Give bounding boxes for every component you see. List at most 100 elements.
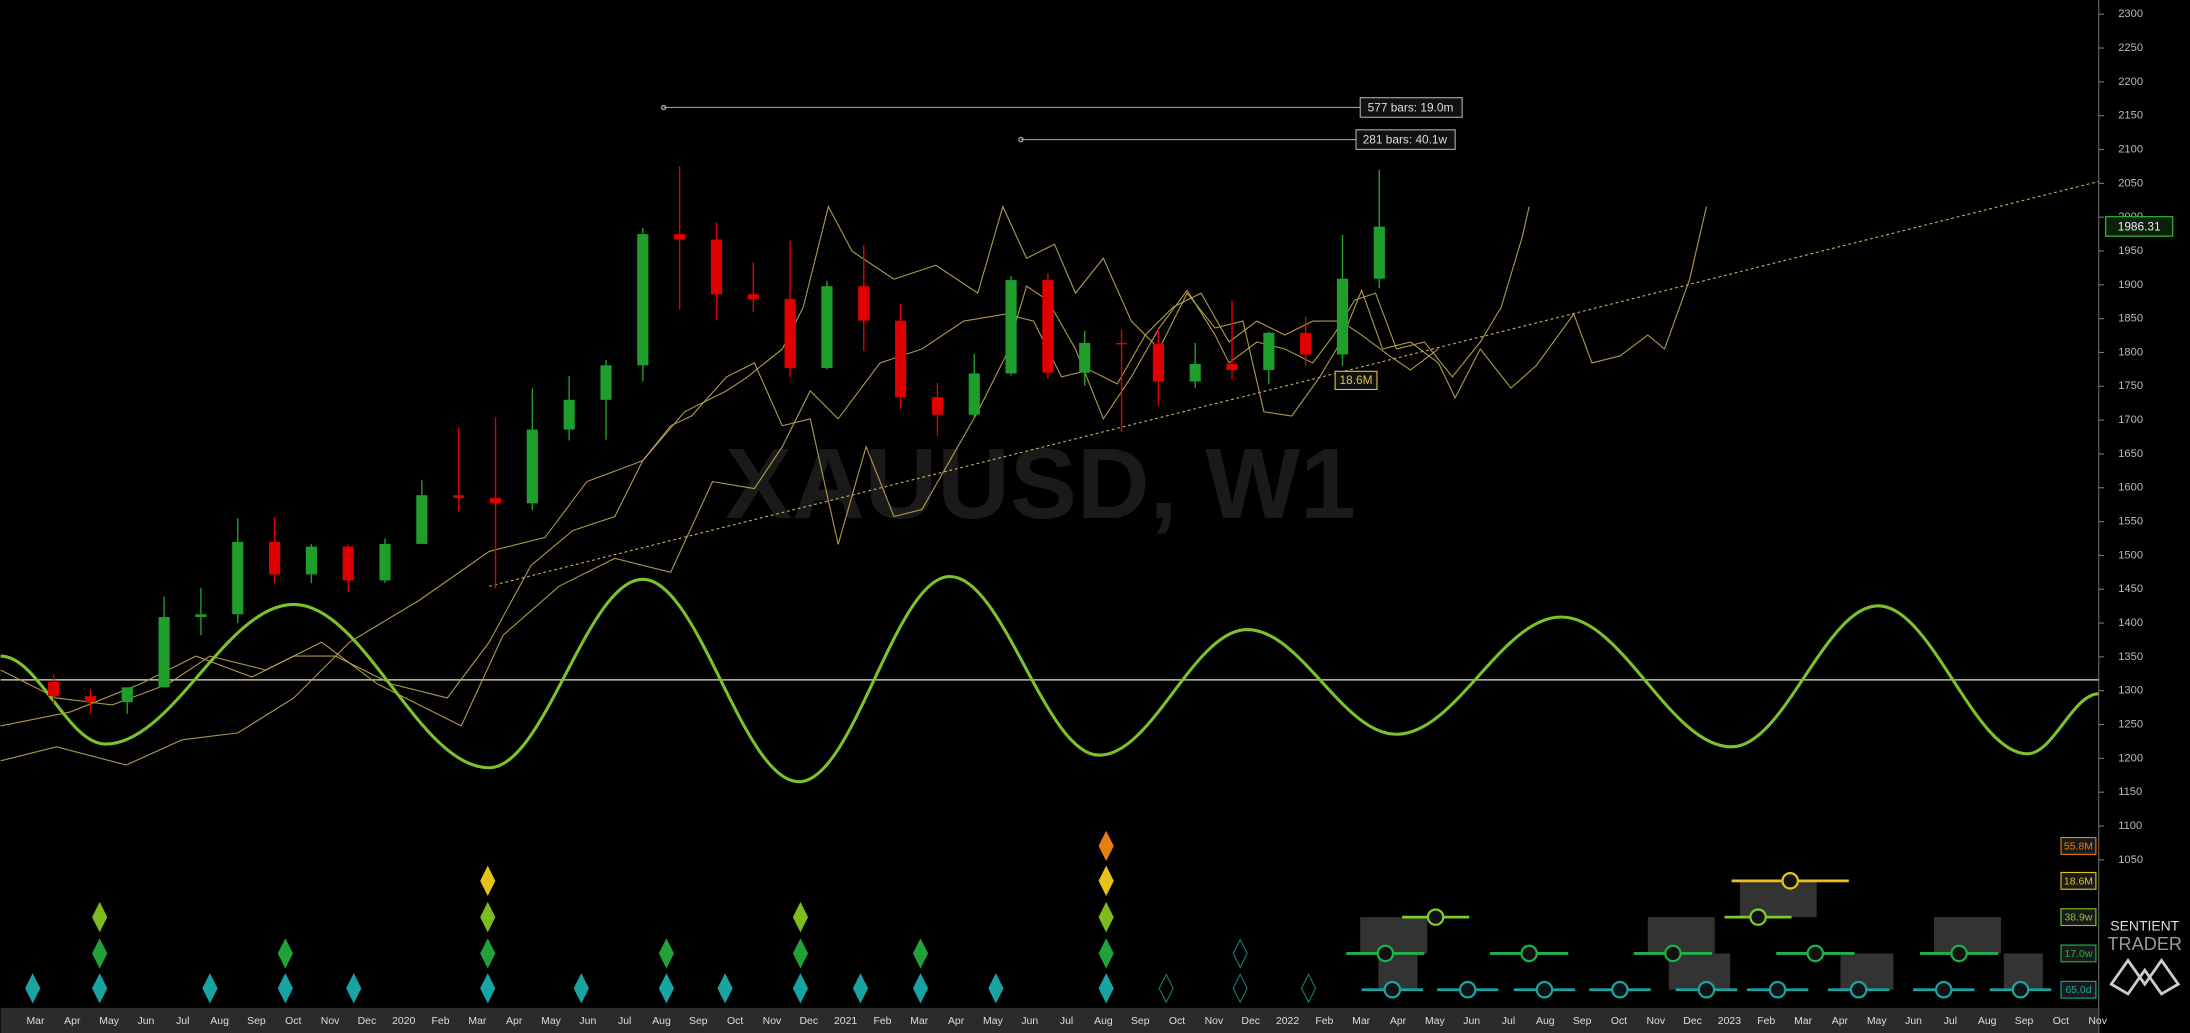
y-tick-label: 1300 [2118, 685, 2143, 697]
x-tick-label: Sep [2015, 1016, 2034, 1027]
y-tick-label: 1950 [2118, 245, 2143, 257]
annotation-anchor [1018, 136, 1024, 143]
price-tag-box [2104, 215, 2174, 237]
x-tick-label: Jul [1502, 1016, 1515, 1027]
y-tick-label: 1650 [2118, 448, 2143, 460]
x-tick-label: Mar [910, 1016, 929, 1027]
candle-body [1189, 363, 1201, 382]
x-tick-label: Oct [727, 1016, 743, 1027]
candle-body [1226, 363, 1238, 371]
phase-circle [1664, 944, 1682, 963]
cycle-label-box [2060, 908, 2097, 927]
phase-diamond [988, 973, 1004, 1004]
phase-diamond [480, 901, 496, 933]
y-tick-label: 1150 [2118, 786, 2142, 798]
x-tick-label: Jun [1905, 1016, 1922, 1027]
phase-diamond [717, 973, 733, 1004]
x-tick-label: 2020 [392, 1016, 415, 1027]
phase-diamond [277, 938, 293, 969]
logo-text: TRADER [2107, 934, 2182, 954]
y-tick-label: 2150 [2118, 110, 2143, 122]
y-tick-label: 2250 [2118, 42, 2143, 54]
x-tick-label: Nov [321, 1016, 340, 1027]
phase-circle [1934, 980, 1953, 999]
candle-body [600, 365, 612, 400]
y-tick-label: 1550 [2118, 516, 2143, 528]
y-tick-label: 2300 [2118, 8, 2143, 20]
phase-box [1933, 917, 2001, 954]
y-tick-label: 2100 [2118, 143, 2143, 155]
phase-diamond [852, 973, 869, 1004]
y-tick-label: 1800 [2118, 346, 2143, 358]
candle-body [84, 696, 97, 703]
candle-body [48, 681, 60, 697]
x-tick-label: Dec [358, 1016, 377, 1027]
y-tick-label: 1700 [2118, 414, 2143, 426]
x-tick-label: Jul [1944, 1016, 1957, 1027]
phase-diamond [202, 973, 218, 1004]
y-tick-label: 2200 [2118, 76, 2143, 88]
x-tick-label: Sep [247, 1016, 266, 1027]
y-tick-label: 1400 [2118, 617, 2143, 629]
annotation: 18.6M [1340, 373, 1373, 387]
x-tick-label: Dec [1241, 1016, 1260, 1027]
phase-diamond [480, 938, 496, 969]
candle-body [895, 320, 907, 398]
x-tick-label: Oct [285, 1016, 301, 1027]
phase-diamond [658, 938, 675, 969]
x-tick-label: Nov [1205, 1016, 1224, 1027]
x-tick-label: Aug [1536, 1016, 1555, 1027]
x-tick-label: Jul [176, 1016, 189, 1027]
x-tick-label: Feb [1315, 1016, 1333, 1027]
y-tick-label: 2050 [2118, 177, 2143, 189]
phase-diamond [25, 973, 41, 1004]
x-tick-label: Apr [1390, 1016, 1407, 1027]
candle-body [379, 543, 391, 581]
y-tick-label: 1100 [2118, 820, 2142, 832]
watermark: XAUUSD, W1 [725, 428, 1356, 540]
phase-circle [1458, 980, 1477, 999]
candle-body [1336, 278, 1349, 355]
logo-icon [2109, 957, 2181, 996]
phase-diamond [92, 973, 108, 1004]
candle-body [968, 373, 980, 415]
x-tick-label: Apr [1832, 1016, 1849, 1027]
phase-diamond [1098, 830, 1114, 862]
phase-diamond [792, 901, 809, 933]
x-tick-label: Sep [1573, 1016, 1592, 1027]
candle-body [858, 286, 870, 321]
phase-diamond [277, 973, 293, 1004]
phase-diamond [1232, 973, 1248, 1004]
candle-body [121, 687, 133, 703]
x-tick-label: May [983, 1016, 1004, 1027]
phase-circle [2011, 980, 2030, 999]
phase-diamond [912, 938, 929, 969]
x-tick-label: Aug [1978, 1016, 1997, 1027]
projection-line [0, 292, 1439, 727]
candle-body [821, 286, 833, 369]
phase-box [1647, 917, 1715, 954]
logo-text: SENTIENT [2110, 918, 2179, 934]
phase-circle [1383, 980, 1402, 999]
phase-diamond [792, 973, 809, 1004]
phase-circle [1376, 944, 1395, 963]
x-tick-label: Jul [618, 1016, 631, 1027]
y-tick-label: 1850 [2118, 313, 2143, 325]
x-tick-label: May [99, 1016, 120, 1027]
phase-circle [1697, 980, 1716, 999]
y-tick-label: 1900 [2118, 279, 2143, 291]
annotation-anchor [660, 104, 667, 111]
candle-body [268, 541, 281, 575]
y-tick-label: 1450 [2118, 583, 2143, 595]
cycle-label: 18.6M [2064, 876, 2093, 887]
x-tick-label: Oct [1611, 1016, 1627, 1027]
phase-circle [1781, 872, 1799, 890]
phase-diamond [573, 973, 589, 1004]
x-tick-label: May [1867, 1016, 1888, 1027]
last-price: 1986.31 [2118, 219, 2161, 233]
x-tick-label: Apr [506, 1016, 523, 1027]
annotation-box [1334, 370, 1378, 391]
x-tick-label: Nov [1646, 1016, 1665, 1027]
annotation-box [1355, 129, 1456, 150]
candle-body [637, 234, 649, 366]
